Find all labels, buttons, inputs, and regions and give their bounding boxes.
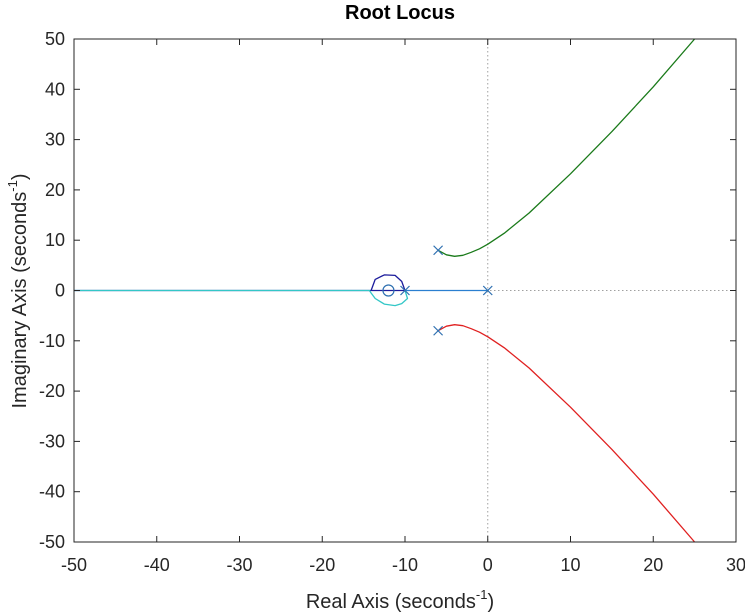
y-tick-label: -20 [39,381,65,401]
y-tick-label: -50 [39,532,65,552]
x-tick-label: 20 [643,555,663,575]
x-axis-label-text: Real Axis (seconds [306,591,476,613]
chart-title: Root Locus [345,2,455,24]
x-tick-label: -40 [144,555,170,575]
y-axis: 50 40 30 20 10 0 -10 -20 -30 -40 -50 [39,29,736,552]
y-tick-label: 40 [45,79,65,99]
pole-marker [482,285,493,296]
y-tick-label: -40 [39,482,65,502]
x-tick-label: 30 [726,555,745,575]
y-tick-label: -30 [39,431,65,451]
y-tick-label: 30 [45,130,65,150]
y-tick-label: 0 [55,281,65,301]
pole-marker [433,325,444,336]
x-axis-label-exponent: -1 [476,587,488,602]
locus-branch-1 [74,274,406,292]
y-axis-label-text: Imaginary Axis (seconds [9,192,31,409]
zero-marker [382,284,395,297]
x-axis: -50 -40 -30 -20 -10 0 10 20 30 [61,39,745,575]
x-tick-label: -30 [226,555,252,575]
locus-branch-3 [437,38,696,257]
x-tick-label: 0 [483,555,493,575]
pole-marker [400,285,410,296]
locus-branches [74,38,696,543]
x-tick-label: 10 [560,555,580,575]
x-tick-label: -20 [309,555,335,575]
pole-zero-markers [382,245,493,336]
pole-marker [433,245,444,256]
y-tick-label: 50 [45,29,65,49]
x-axis-label: Real Axis (seconds-1) [306,587,494,613]
y-axis-label-exponent: -1 [5,180,20,192]
locus-branch-4 [437,324,696,543]
x-tick-label: -50 [61,555,87,575]
y-tick-label: 20 [45,180,65,200]
y-axis-label: Imaginary Axis (seconds-1) [5,174,31,409]
y-tick-label: 10 [45,230,65,250]
y-axis-label-close: ) [9,174,31,181]
x-tick-label: -10 [392,555,418,575]
y-tick-label: -10 [39,331,65,351]
x-axis-label-close: ) [487,591,494,613]
locus-branch-5 [74,289,409,307]
